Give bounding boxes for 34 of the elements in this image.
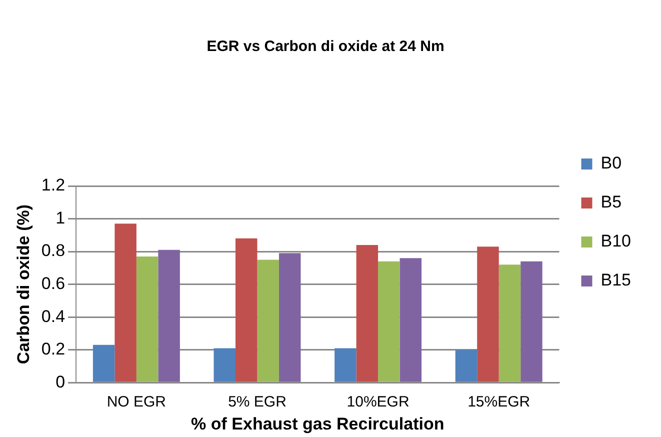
y-tick-label: 0.2 [41,340,66,359]
y-tick-label: 1.2 [41,176,66,195]
x-tick-label: 15%EGR [468,394,530,411]
bar [498,264,521,382]
bar [158,250,180,382]
legend-label: B10 [600,232,631,251]
bar [278,253,301,382]
bar [114,224,136,382]
y-tick-label: 0.6 [41,274,66,293]
y-tick-label: 0.8 [41,241,66,260]
y-axis-title: Carbon di oxide (%) [14,204,33,364]
bar [257,260,279,382]
bar [235,238,258,382]
bar [477,246,499,382]
bar [455,350,478,382]
x-tick-label: 5% EGR [228,394,287,411]
bar [356,244,378,382]
legend-label: B0 [600,154,622,173]
bar [136,256,158,382]
y-tick-label: 0.4 [41,306,66,326]
legend-label: B15 [600,270,631,290]
bar [92,344,115,382]
bar [214,348,236,382]
bar [400,258,422,382]
x-tick-label: 10%EGR [346,394,410,411]
bar [378,261,400,382]
legend-label: B5 [600,192,622,212]
x-axis-title: % of Exhaust gas Recirculation [191,414,444,434]
chart-title: EGR vs Carbon di oxide at 24 Nm [206,38,444,56]
y-tick-label: 1 [56,208,66,228]
x-tick-label: NO EGR [106,394,166,411]
bar [520,261,542,382]
y-tick-label: 0 [56,372,66,392]
bar [334,348,356,382]
